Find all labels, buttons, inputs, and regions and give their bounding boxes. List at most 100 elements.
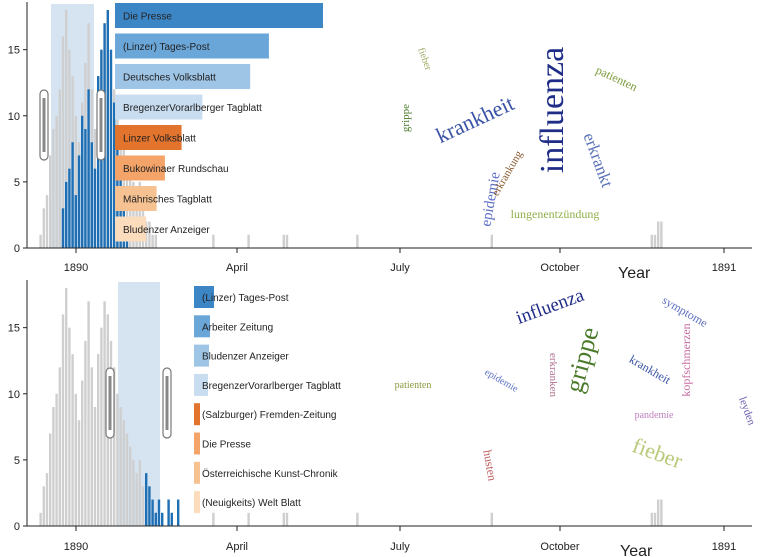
histogram-bar-gray [247, 234, 250, 248]
histogram-bar-selected [170, 512, 173, 526]
word-patienten[interactable]: patienten [395, 380, 432, 391]
word-grippe[interactable]: grippe [559, 324, 604, 396]
word-krankheit[interactable]: krankheit [627, 352, 674, 387]
histogram-bar-gray [212, 512, 215, 526]
histogram-bar-gray [282, 512, 285, 526]
histogram-bar-gray [122, 420, 125, 526]
newspaper-row[interactable]: BregenzerVorarlberger Tagblatt [115, 94, 262, 120]
newspaper-bar[interactable] [194, 373, 208, 396]
histogram-bar-gray [657, 221, 660, 248]
word-grippe[interactable]: grippe [400, 104, 412, 132]
histogram-bar-gray [77, 420, 81, 526]
newspaper-row[interactable]: Bludenzer Anzeiger [194, 344, 289, 367]
newspaper-bar[interactable] [115, 33, 269, 59]
histogram-bar-gray [135, 473, 138, 526]
x-tick-label: July [390, 541, 410, 553]
newspaper-bar[interactable] [194, 491, 200, 514]
word-leyden[interactable]: leyden [736, 395, 757, 427]
histogram-bar-gray [39, 234, 42, 248]
word-erkrankt[interactable]: erkrankt [580, 130, 617, 190]
newspaper-row[interactable]: Bludenzer Anzeiger [115, 216, 210, 242]
histogram-bar-selected [81, 115, 84, 249]
newspaper-bar[interactable] [194, 432, 200, 455]
word-patienten[interactable]: patienten [594, 63, 640, 94]
newspaper-bar[interactable] [194, 315, 210, 338]
histogram-bar-gray [97, 354, 100, 526]
newspaper-row[interactable]: Österreichische Kunst-Chronik [194, 461, 339, 484]
newspaper-bar[interactable] [115, 3, 323, 28]
histogram-bar-gray [45, 473, 49, 526]
word-pandemie[interactable]: pandemie [635, 410, 674, 421]
histogram-bar-selected [161, 512, 164, 526]
histogram-bar-gray [58, 367, 61, 526]
newspaper-row[interactable]: (Salzburger) Fremden-Zeitung [194, 403, 337, 426]
newspaper-row[interactable]: (Linzer) Tages-Post [194, 286, 289, 308]
newspaper-bar[interactable] [115, 216, 147, 242]
histogram-bar-gray [285, 234, 289, 248]
brush-grip-icon [165, 376, 169, 430]
histogram-bar-gray [74, 115, 77, 249]
histogram-bar-gray [42, 208, 45, 248]
histogram-bar-gray [61, 36, 65, 248]
newspaper-row[interactable]: Arbeiter Zeitung [194, 315, 273, 338]
newspaper-label: (Neuigkeits) Welt Blatt [202, 498, 301, 509]
newspaper-bar[interactable] [115, 155, 165, 181]
histogram-bar-selected [87, 89, 90, 248]
newspaper-bar[interactable] [194, 403, 200, 426]
x-tick-label: April [226, 541, 248, 553]
histogram-bar-selected [154, 512, 157, 526]
histogram-bar-selected [90, 142, 93, 248]
newspaper-row[interactable]: Die Presse [194, 432, 251, 455]
histogram-bar-selected [151, 499, 154, 526]
newspaper-bar[interactable] [194, 344, 209, 367]
brush-grip-icon [99, 98, 103, 152]
histogram-bar-gray [39, 512, 42, 526]
histogram-bar-gray [132, 459, 135, 526]
histogram-bar-selected [113, 102, 116, 248]
newspaper-bar[interactable] [115, 64, 251, 89]
histogram-bar-gray [490, 512, 493, 526]
histogram-bar-gray [129, 446, 132, 526]
newspaper-bar[interactable] [115, 94, 203, 120]
newspaper-row[interactable]: Deutsches Volksblatt [115, 64, 251, 89]
newspaper-bar[interactable] [194, 286, 214, 308]
word-krankheit[interactable]: krankheit [432, 90, 518, 148]
word-husten[interactable]: husten [480, 449, 499, 482]
histogram-bar-gray [42, 486, 45, 526]
word-fieber[interactable]: fieber [415, 46, 434, 72]
histogram-bar-gray [71, 354, 74, 526]
newspaper-bar[interactable] [115, 125, 182, 150]
word-epidemie[interactable]: epidemie [483, 367, 521, 395]
word-fieber[interactable]: fieber [629, 432, 686, 473]
histogram-bar-gray [45, 195, 49, 248]
word-influenza[interactable]: influenza [534, 47, 571, 174]
histogram-bar-gray [55, 115, 58, 249]
newspaper-row[interactable]: Linzer Volksblatt [115, 125, 196, 150]
histogram-bar-gray [90, 367, 93, 526]
newspaper-row[interactable]: (Neuigkeits) Welt Blatt [194, 491, 301, 514]
histogram-bar-gray [61, 314, 65, 526]
newspaper-row[interactable]: (Linzer) Tages-Post [115, 33, 269, 59]
word-influenza[interactable]: influenza [513, 285, 587, 329]
y-tick-label: 15 [8, 323, 20, 335]
word-lungenentzündung[interactable]: lungenentzündung [511, 207, 600, 221]
newspaper-row[interactable]: Bukowinaer Rundschau [115, 155, 229, 181]
histogram-bar-gray [68, 49, 71, 248]
newspaper-label: BregenzerVorarlberger Tagblatt [123, 103, 262, 114]
newspaper-row[interactable]: Mährisches Tagblatt [115, 186, 212, 211]
newspaper-bar[interactable] [115, 186, 157, 211]
newspaper-label: Linzer Volksblatt [123, 134, 196, 145]
newspaper-row[interactable]: BregenzerVorarlberger Tagblatt [194, 373, 341, 396]
x-tick-label: 1891 [712, 262, 736, 274]
y-tick-label: 10 [8, 111, 20, 123]
histogram-bar-gray [285, 512, 289, 526]
newspaper-row[interactable]: Die Presse [115, 3, 323, 28]
word-erkranken[interactable]: erkranken [547, 353, 559, 397]
x-tick-label: October [540, 541, 579, 553]
x-axis: 1890 April July October 1891 Year [27, 247, 752, 282]
newspaper-bar[interactable] [194, 461, 200, 484]
word-kopfschmerzen[interactable]: kopfschmerzen [679, 323, 693, 396]
